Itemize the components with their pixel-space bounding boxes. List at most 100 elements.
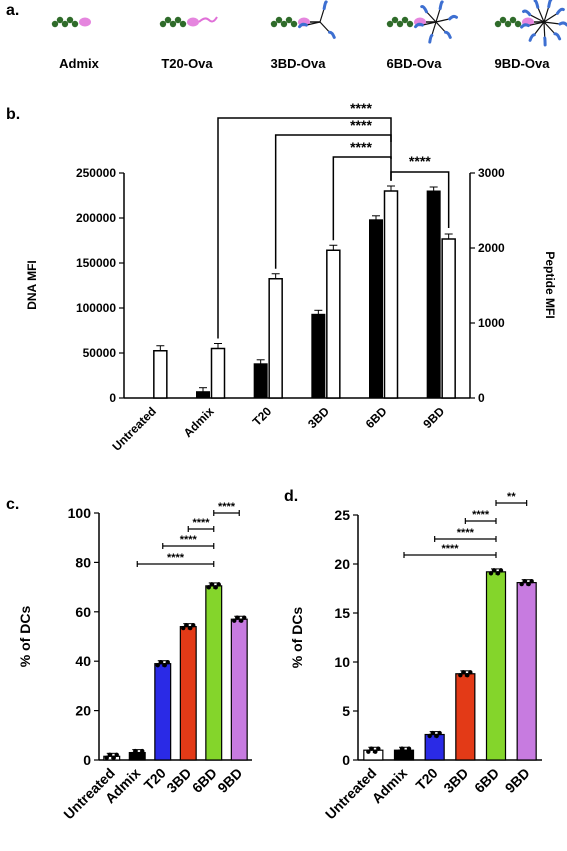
construct-icon-2: [270, 0, 336, 39]
dna-bead: [174, 16, 182, 24]
c-bar-9bd: [230, 618, 248, 761]
panel-b-letter: b.: [6, 106, 21, 123]
c-category-label: T20: [140, 765, 169, 794]
d-bar-t20: [424, 733, 445, 761]
b-bar-peptide-6bd: [383, 190, 399, 399]
construct-label-admix: Admix: [59, 56, 99, 71]
branch-arm: [426, 11, 437, 23]
c-data-point: [232, 618, 237, 623]
peptide-blob: [79, 17, 91, 27]
branch-tip: [520, 23, 530, 29]
c-data-point: [206, 585, 211, 590]
d-y-tick-label: 25: [334, 507, 350, 523]
construct-icon-3: [386, 0, 458, 44]
d-data-point: [491, 568, 497, 573]
c-y-tick-label: 40: [75, 653, 91, 669]
d-data-point: [526, 581, 531, 587]
branch-arm: [435, 18, 450, 23]
b-bar-peptide-untreated: [153, 350, 168, 399]
b-category-label: Untreated: [109, 404, 159, 454]
construct-icon-4: [494, 0, 567, 47]
d-y-axis-label: % of DCs: [289, 607, 305, 669]
d-data-point: [399, 746, 405, 751]
construct-icon-0: [51, 16, 91, 28]
d-data-point: [376, 746, 381, 751]
b-left-tick-label: 200000: [76, 211, 116, 225]
dna-bead: [494, 20, 502, 28]
b-left-axis-label: DNA MFI: [25, 260, 39, 310]
dna-bead: [71, 20, 79, 28]
b-right-tick-label: 2000: [478, 241, 505, 255]
d-sig-label: ****: [472, 509, 490, 521]
c-data-point: [130, 751, 135, 757]
d-data-point: [465, 673, 470, 678]
c-data-point: [239, 618, 244, 623]
d-data-point: [495, 571, 501, 576]
d-data-point: [396, 749, 402, 754]
c-data-point: [191, 622, 196, 628]
branch-tip: [522, 9, 532, 17]
d-data-point: [434, 733, 439, 739]
c-data-point: [235, 615, 240, 620]
dna-bead: [280, 20, 288, 28]
construct-label-t20: T20-Ova: [161, 56, 213, 71]
branch-arm: [529, 14, 545, 23]
dna-bead: [66, 16, 74, 24]
c-data-point: [188, 625, 193, 631]
b-category-label: T20: [250, 404, 275, 429]
construct-icon-1: [159, 16, 218, 28]
b-left-tick-label: 0: [109, 391, 116, 405]
b-left-tick-label: 250000: [76, 166, 116, 180]
b-bar-peptide-3bd: [326, 249, 341, 399]
dna-bead: [386, 20, 394, 28]
d-sig-label: ****: [441, 543, 459, 555]
d-data-point: [369, 746, 374, 751]
branch-tip: [414, 22, 424, 29]
c-data-point: [140, 748, 145, 754]
b-left-tick-label: 150000: [76, 256, 116, 270]
branch-arm: [431, 21, 437, 36]
d-data-point: [461, 670, 466, 675]
d-bar-9bd: [516, 582, 537, 761]
d-data-point: [403, 749, 409, 754]
branch-tip: [444, 30, 452, 39]
c-data-point: [184, 622, 189, 628]
c-sig-label: ****: [167, 552, 185, 564]
b-bar-dna-9bd: [426, 190, 441, 399]
c-data-point: [155, 662, 160, 668]
branch-arm: [319, 21, 330, 33]
d-bar-6bd: [485, 571, 507, 761]
dna-bead: [56, 16, 64, 24]
c-sig-label: ****: [180, 534, 198, 546]
construct-label-6bd: 6BD-Ova: [386, 56, 442, 71]
c-data-point: [242, 615, 247, 620]
peptide-blob: [187, 17, 199, 27]
dna-bead: [396, 20, 404, 28]
dna-bead: [169, 20, 177, 28]
d-sig-label: ****: [457, 527, 475, 539]
b-bar-peptide-9bd: [441, 238, 456, 399]
branch-arm: [543, 6, 550, 23]
d-y-tick-label: 0: [342, 752, 350, 768]
c-data-point: [181, 625, 186, 631]
branch-tip: [547, 0, 553, 9]
dna-bead: [406, 20, 414, 28]
b-category-label: 3BD: [305, 404, 332, 431]
c-y-tick-label: 0: [83, 752, 91, 768]
dna-bead: [275, 16, 283, 24]
d-data-point: [366, 749, 371, 754]
b-right-tick-label: 3000: [478, 166, 505, 180]
c-data-point: [162, 662, 167, 668]
b-sig-bracket: [332, 156, 392, 241]
c-data-point: [165, 659, 170, 665]
d-category-label: T20: [412, 765, 441, 794]
d-category-label: 3BD: [440, 765, 471, 796]
c-data-point: [216, 582, 221, 587]
c-category-label: 3BD: [163, 765, 194, 796]
panel-a-letter: a.: [6, 2, 20, 19]
branch-tip: [328, 30, 336, 39]
b-bar-dna-t20: [253, 363, 268, 399]
d-category-label: Admix: [369, 765, 411, 807]
b-category-label: 9BD: [420, 404, 447, 431]
d-data-point: [373, 749, 378, 754]
